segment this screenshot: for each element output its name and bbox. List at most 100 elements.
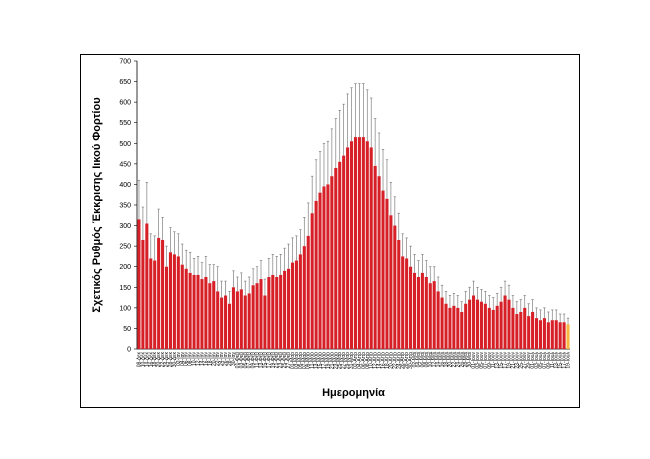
x-tick-label: 11-Ιουν	[491, 352, 497, 369]
x-tick-label: 02-Ιαν	[176, 352, 182, 367]
y-tick-label: 600	[119, 100, 131, 107]
bar	[416, 277, 420, 349]
bar	[420, 272, 424, 349]
bar	[153, 260, 157, 349]
bar	[357, 137, 361, 349]
x-tick-label: 04-Ιαν	[180, 352, 186, 367]
bar	[452, 305, 456, 349]
bar	[409, 266, 413, 349]
x-tick-label: 15-Ιουλ	[558, 352, 564, 369]
bar	[334, 167, 338, 349]
x-tick-label: 10-Μαΐ	[427, 351, 434, 367]
bar	[538, 320, 543, 349]
bar	[432, 281, 436, 349]
y-tick-label: 350	[119, 203, 131, 210]
x-tick-label: 04-Μαΐ	[415, 351, 422, 367]
chart-frame	[80, 54, 580, 408]
bar	[365, 141, 369, 349]
x-tick-label: 16-Μαΐ	[439, 351, 446, 367]
bar	[259, 279, 263, 349]
x-tick-label: 23-Μαρ	[333, 352, 339, 369]
x-tick-label: 28-Απρ	[404, 352, 410, 369]
bar	[188, 272, 192, 349]
bar	[440, 297, 444, 349]
bar	[251, 285, 255, 349]
bar	[164, 266, 169, 349]
x-tick-label: 21-Μαρ	[329, 352, 335, 369]
bar	[306, 235, 310, 349]
x-tick-label: 22-Δεκ	[160, 352, 166, 368]
bar	[161, 239, 165, 349]
bar	[527, 316, 531, 349]
y-tick-label: 650	[119, 79, 131, 86]
x-tick-label: 21-Ιουν	[510, 352, 516, 369]
x-tick-label: 01-Ιουν	[471, 352, 477, 369]
bar	[491, 309, 495, 349]
x-tick-label: 24-Ιαν	[219, 352, 225, 367]
x-tick-label: 15-Φεβ	[262, 352, 268, 368]
x-tick-label: 15-Ιουν	[499, 352, 505, 369]
x-tick-label: 01-Ιουλ	[530, 352, 536, 369]
x-tick-label: 18-Δεκ	[152, 352, 158, 368]
x-tick-label: 27-Ιουν	[522, 352, 528, 369]
bar	[468, 299, 472, 349]
y-tick-label: 0	[127, 347, 131, 354]
bar	[255, 283, 259, 349]
x-tick-label: 05-Ιουλ	[538, 352, 544, 369]
bar	[535, 318, 539, 349]
bar	[558, 322, 562, 349]
x-tick-label: 18-Ιαν	[207, 352, 213, 367]
x-tick-label: 28-Δεκ	[168, 352, 174, 368]
x-tick-label: 05-Ιουν	[479, 352, 485, 369]
bar	[318, 192, 322, 349]
bar	[342, 155, 346, 349]
y-tick-label: 450	[119, 161, 131, 168]
x-tick-label: 01-Μαρ	[290, 352, 296, 369]
bar	[424, 277, 428, 349]
x-tick-label: 10-Δεκ	[140, 352, 146, 368]
y-tick-label: 400	[119, 182, 131, 189]
x-tick-label: 11-Ιουλ	[550, 352, 556, 369]
bar	[546, 322, 550, 349]
x-tick-label: 25-Μαρ	[337, 352, 343, 369]
x-tick-label: 06-Μαΐ	[419, 351, 426, 367]
bar	[239, 289, 243, 349]
bar	[369, 147, 373, 349]
x-tick-label: 22-Απρ	[392, 352, 398, 369]
x-tick-label: 16-Δεκ	[148, 352, 154, 368]
bar	[294, 260, 298, 349]
bar	[208, 283, 212, 349]
y-tick-label: 250	[119, 244, 131, 251]
x-tick-label: 15-Μαρ	[318, 352, 324, 369]
x-tick-label: 20-Δεκ	[156, 352, 162, 368]
bar	[353, 137, 358, 349]
bar	[168, 252, 172, 349]
x-tick-label: 03-Φεβ	[239, 352, 245, 368]
bar	[243, 295, 247, 349]
x-tick-label: 30-Ιαν	[231, 352, 237, 367]
y-tick-label: 700	[119, 59, 131, 66]
x-tick-label: 20-Μαΐ	[446, 351, 453, 367]
x-tick-label: 24-Απρ	[396, 352, 402, 369]
x-tick-label: 05-Μαρ	[298, 352, 304, 369]
x-tick-label: 07-Ιουλ	[542, 352, 548, 369]
x-tick-label: 09-Φεβ	[251, 352, 257, 368]
x-tick-label: 31-Μαρ	[349, 352, 355, 369]
x-tick-label: 16-Ιαν	[203, 352, 209, 367]
x-tick-label: 19-Ιουλ	[566, 352, 572, 369]
bar	[515, 314, 519, 349]
x-tick-label: 17-Μαρ	[321, 352, 327, 369]
bar	[542, 318, 546, 349]
x-tick-label: 06-Ιαν	[184, 352, 190, 367]
bar	[393, 225, 397, 349]
bar	[184, 268, 188, 349]
x-tick-label: 30-Απρ	[408, 352, 414, 369]
bar	[479, 301, 483, 349]
x-tick-label: 17-Ιουν	[503, 352, 509, 369]
bar	[499, 301, 503, 349]
bar	[176, 256, 180, 349]
bar	[346, 147, 350, 349]
bar	[401, 256, 405, 349]
x-tick-label: 17-Φεβ	[266, 352, 272, 368]
bar	[298, 254, 302, 349]
